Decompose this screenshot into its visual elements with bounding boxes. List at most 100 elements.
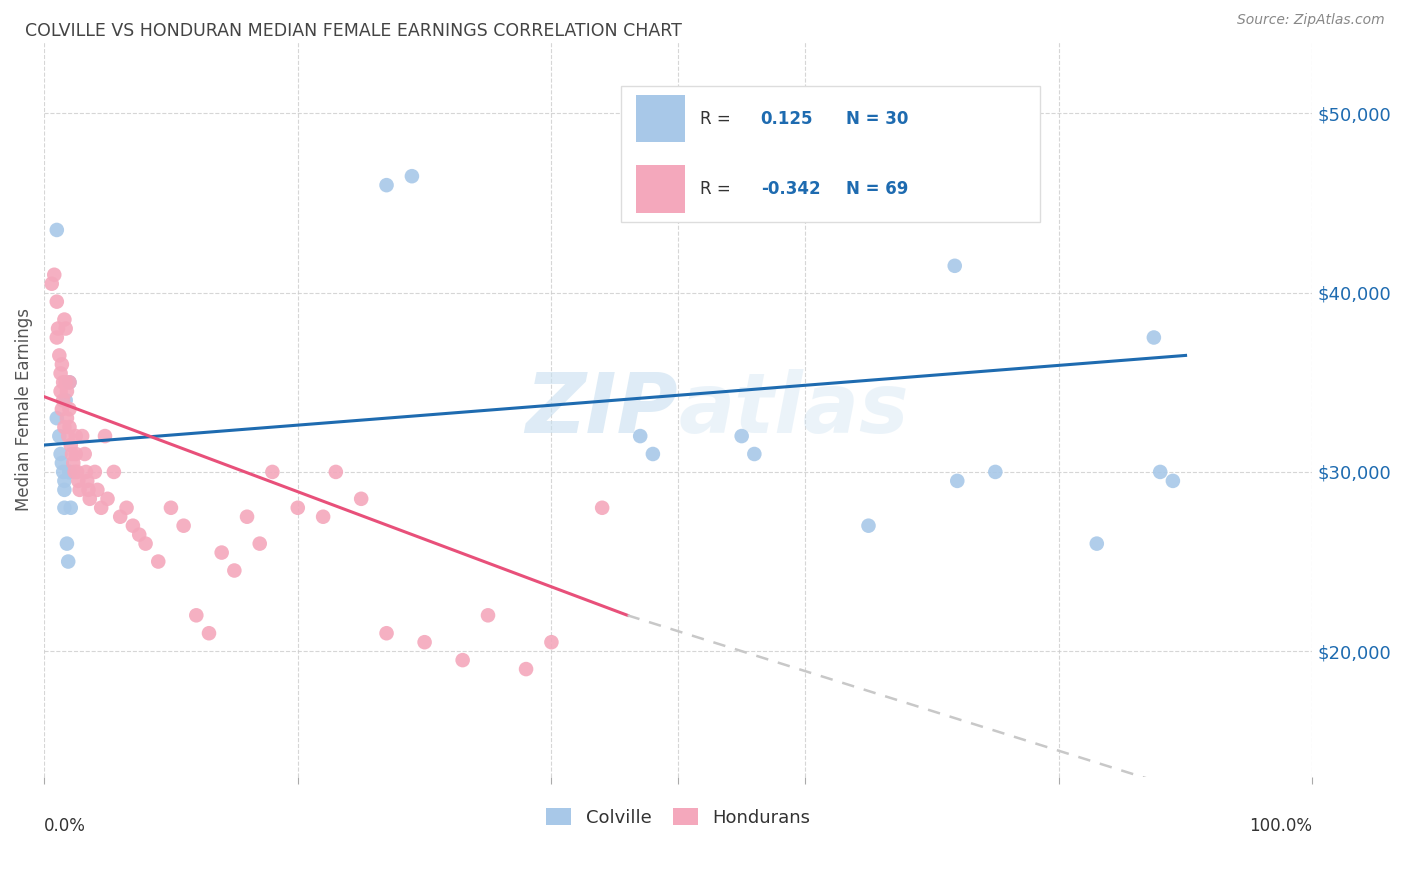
Text: 0.125: 0.125: [761, 110, 813, 128]
Point: [1149, 465, 1171, 479]
Point: [63, 465, 86, 479]
Point: [115, 500, 138, 515]
Point: [49, 384, 72, 399]
Point: [66, 465, 89, 479]
Point: [41, 277, 63, 291]
Point: [69, 483, 91, 497]
Point: [413, 635, 436, 649]
Text: 100.0%: 100.0%: [1250, 817, 1312, 835]
Point: [65, 447, 87, 461]
Point: [53, 312, 76, 326]
Point: [45, 411, 67, 425]
Point: [628, 429, 651, 443]
Point: [55, 321, 77, 335]
Point: [173, 518, 195, 533]
Point: [49, 447, 72, 461]
Point: [77, 483, 100, 497]
Point: [86, 483, 108, 497]
Point: [56, 411, 79, 425]
Point: [58, 376, 80, 390]
Text: -0.342: -0.342: [761, 180, 820, 198]
Point: [515, 662, 537, 676]
Point: [641, 447, 664, 461]
FancyBboxPatch shape: [621, 86, 1039, 222]
Point: [58, 555, 80, 569]
Point: [858, 518, 880, 533]
Point: [52, 393, 75, 408]
Point: [943, 259, 966, 273]
Point: [55, 376, 77, 390]
Point: [52, 465, 75, 479]
Point: [67, 474, 90, 488]
Point: [451, 653, 474, 667]
Point: [70, 429, 93, 443]
Text: COLVILLE VS HONDURAN MEDIAN FEMALE EARNINGS CORRELATION CHART: COLVILLE VS HONDURAN MEDIAN FEMALE EARNI…: [25, 22, 682, 40]
Point: [62, 456, 84, 470]
Point: [262, 465, 284, 479]
Point: [56, 384, 79, 399]
Text: atlas: atlas: [678, 368, 908, 450]
Point: [83, 465, 105, 479]
Point: [375, 626, 398, 640]
Point: [103, 465, 125, 479]
Point: [58, 402, 80, 417]
Text: 0.0%: 0.0%: [44, 817, 86, 835]
Point: [58, 376, 80, 390]
Point: [401, 169, 423, 184]
Point: [540, 635, 562, 649]
Point: [53, 500, 76, 515]
Point: [75, 465, 97, 479]
Point: [45, 330, 67, 344]
Point: [48, 348, 70, 362]
Point: [58, 465, 80, 479]
Point: [325, 465, 347, 479]
Point: [946, 474, 969, 488]
Point: [1143, 330, 1166, 344]
Point: [51, 358, 73, 372]
Point: [73, 447, 96, 461]
Point: [65, 429, 87, 443]
Point: [122, 518, 145, 533]
Text: R =: R =: [700, 110, 731, 128]
Text: N = 30: N = 30: [845, 110, 908, 128]
Point: [1085, 536, 1108, 550]
Point: [477, 608, 499, 623]
Point: [730, 429, 752, 443]
Point: [76, 474, 98, 488]
Point: [287, 500, 309, 515]
Point: [58, 429, 80, 443]
Y-axis label: Median Female Earnings: Median Female Earnings: [15, 308, 32, 511]
Point: [55, 393, 77, 408]
Point: [375, 178, 398, 193]
Point: [45, 294, 67, 309]
Point: [59, 438, 82, 452]
Text: Source: ZipAtlas.com: Source: ZipAtlas.com: [1237, 13, 1385, 28]
Text: N = 69: N = 69: [845, 180, 908, 198]
Point: [350, 491, 373, 506]
Point: [51, 456, 73, 470]
Point: [48, 429, 70, 443]
Point: [56, 536, 79, 550]
FancyBboxPatch shape: [637, 95, 685, 143]
Point: [52, 376, 75, 390]
Point: [58, 465, 80, 479]
Point: [96, 491, 118, 506]
Point: [128, 527, 150, 541]
Point: [198, 626, 221, 640]
Point: [94, 429, 117, 443]
Point: [79, 491, 101, 506]
Point: [186, 608, 208, 623]
Point: [53, 483, 76, 497]
Point: [45, 223, 67, 237]
FancyBboxPatch shape: [637, 165, 685, 213]
Point: [211, 545, 233, 559]
Point: [44, 268, 66, 282]
Point: [160, 500, 183, 515]
Point: [58, 420, 80, 434]
Point: [53, 474, 76, 488]
Legend: Colville, Hondurans: Colville, Hondurans: [538, 800, 818, 834]
Text: R =: R =: [700, 180, 731, 198]
Point: [135, 536, 157, 550]
Point: [46, 321, 69, 335]
Point: [312, 509, 335, 524]
